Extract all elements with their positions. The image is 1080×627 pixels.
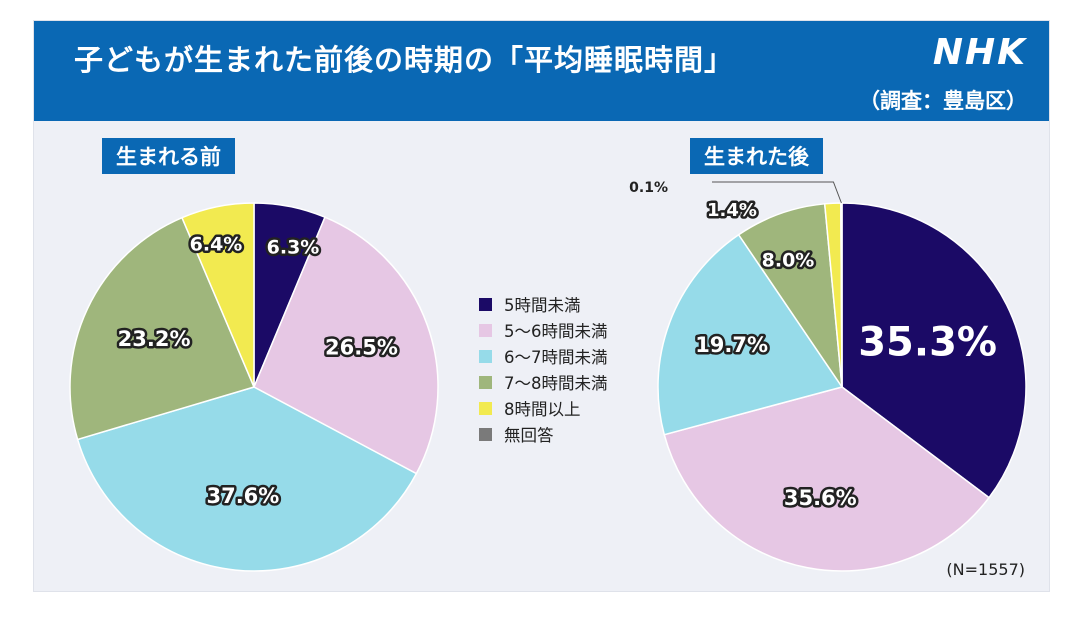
pie-slice — [253, 216, 439, 475]
legend-item: 8時間以上 — [479, 395, 608, 421]
legend-label: 無回答 — [504, 426, 554, 445]
pie-slice — [69, 216, 256, 441]
legend-swatch — [479, 323, 492, 337]
nhk-logo: NHK — [932, 32, 1027, 73]
legend-item: 6～7時間未満 — [479, 343, 608, 369]
legend-swatch — [479, 297, 492, 311]
legend-label: 6～7時間未満 — [504, 348, 608, 367]
pie-title-after: 生まれた後 — [690, 138, 823, 174]
legend-item: 無回答 — [479, 421, 608, 447]
legend-label: 7～8時間未満 — [504, 374, 608, 393]
pie-slice — [663, 386, 991, 572]
chart-panel: 子どもが生まれた前後の時期の「平均睡眠時間」 NHK （調査：豊島区） 生まれる… — [33, 20, 1050, 592]
slice-label: 1.4% — [707, 200, 757, 221]
legend-item: 5～6時間未満 — [479, 317, 608, 343]
slice-label: 6.3% — [267, 237, 320, 259]
pie-slice — [737, 202, 843, 388]
pie-title-before: 生まれる前 — [102, 138, 235, 174]
legend-label: 5～6時間未満 — [504, 322, 608, 341]
legend-swatch — [479, 375, 492, 389]
pie-slice — [840, 202, 843, 388]
legend-swatch — [479, 427, 492, 441]
pie-charts: 6.3% 26.5% 37.6% 23.2% 6.4% 35.3% 35.6% 19.7% 8.… — [69, 180, 1027, 572]
legend: 5時間未満 5～6時間未満 6～7時間未満 7～8時間未満 8時間以上 無回答 — [479, 291, 608, 447]
slice-label: 35.6% — [784, 486, 857, 510]
legend-item: 5時間未満 — [479, 291, 608, 317]
pie-slice — [841, 202, 1027, 499]
slice-label: 19.7% — [695, 333, 768, 357]
header-banner: 子どもが生まれた前後の時期の「平均睡眠時間」 NHK （調査：豊島区） — [34, 21, 1049, 121]
pie-slice — [181, 202, 255, 388]
pie-1: 35.3% 35.6% 19.7% 8.0% 1.4% 0.1% — [629, 180, 1027, 572]
sample-size-note: (N=1557) — [946, 560, 1025, 579]
pie-0: 6.3% 26.5% 37.6% 23.2% 6.4% — [69, 202, 439, 572]
slice-label: 23.2% — [118, 327, 191, 351]
legend-label: 5時間未満 — [504, 296, 581, 315]
pie-slice — [76, 386, 418, 572]
slice-label: 0.1% — [629, 180, 668, 196]
chart-subtitle: （調査：豊島区） — [859, 89, 1027, 113]
slice-label: 37.6% — [206, 484, 279, 508]
legend-label: 8時間以上 — [504, 400, 581, 419]
slice-label: 35.3% — [858, 319, 997, 365]
legend-swatch — [479, 349, 492, 363]
slice-label: 26.5% — [325, 336, 398, 360]
legend-item: 7～8時間未満 — [479, 369, 608, 395]
leader-line — [712, 181, 842, 204]
chart-title: 子どもが生まれた前後の時期の「平均睡眠時間」 — [74, 43, 735, 77]
slice-label: 8.0% — [762, 250, 815, 272]
legend-swatch — [479, 401, 492, 415]
pie-slice — [657, 233, 844, 436]
slice-label: 6.4% — [190, 234, 243, 256]
